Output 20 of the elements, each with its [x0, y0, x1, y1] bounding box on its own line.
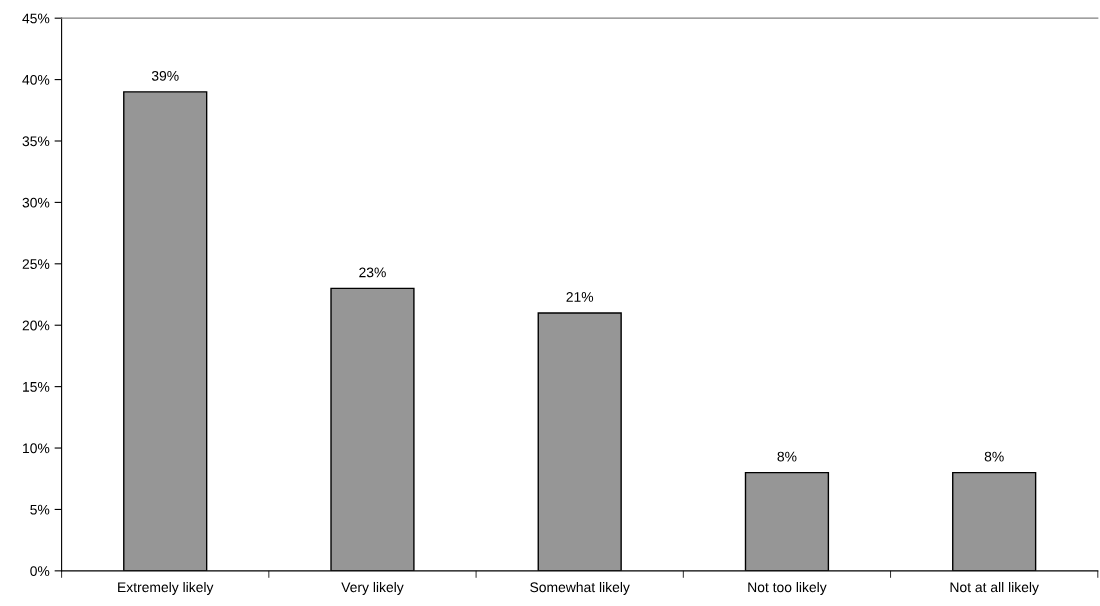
data-label: 8%: [777, 451, 797, 462]
x-tick-label: Very likely: [341, 581, 404, 595]
y-tick-label: 15%: [23, 382, 50, 392]
y-tick-label: 30%: [22, 197, 50, 208]
y-tick-label: 40%: [22, 74, 50, 85]
data-label: 39%: [151, 70, 179, 81]
y-tick-label: 0%: [30, 566, 50, 577]
y-tick-label: 45%: [22, 13, 50, 24]
y-tick-label: 20%: [22, 320, 50, 331]
x-tick-label: Not too likely: [748, 581, 827, 595]
y-tick-label: 10%: [23, 443, 50, 454]
y-tick-label: 35%: [22, 136, 50, 147]
data-label: 21%: [566, 292, 594, 302]
x-tick-label: Somewhat likely: [530, 581, 630, 595]
y-tick-label: 25%: [22, 259, 50, 269]
data-label: 23%: [359, 267, 386, 278]
x-tick-label: Extremely likely: [118, 581, 214, 595]
x-tick-label: Not at all likely: [950, 581, 1039, 595]
data-label: 8%: [984, 451, 1004, 462]
y-tick-label: 5%: [30, 504, 50, 515]
